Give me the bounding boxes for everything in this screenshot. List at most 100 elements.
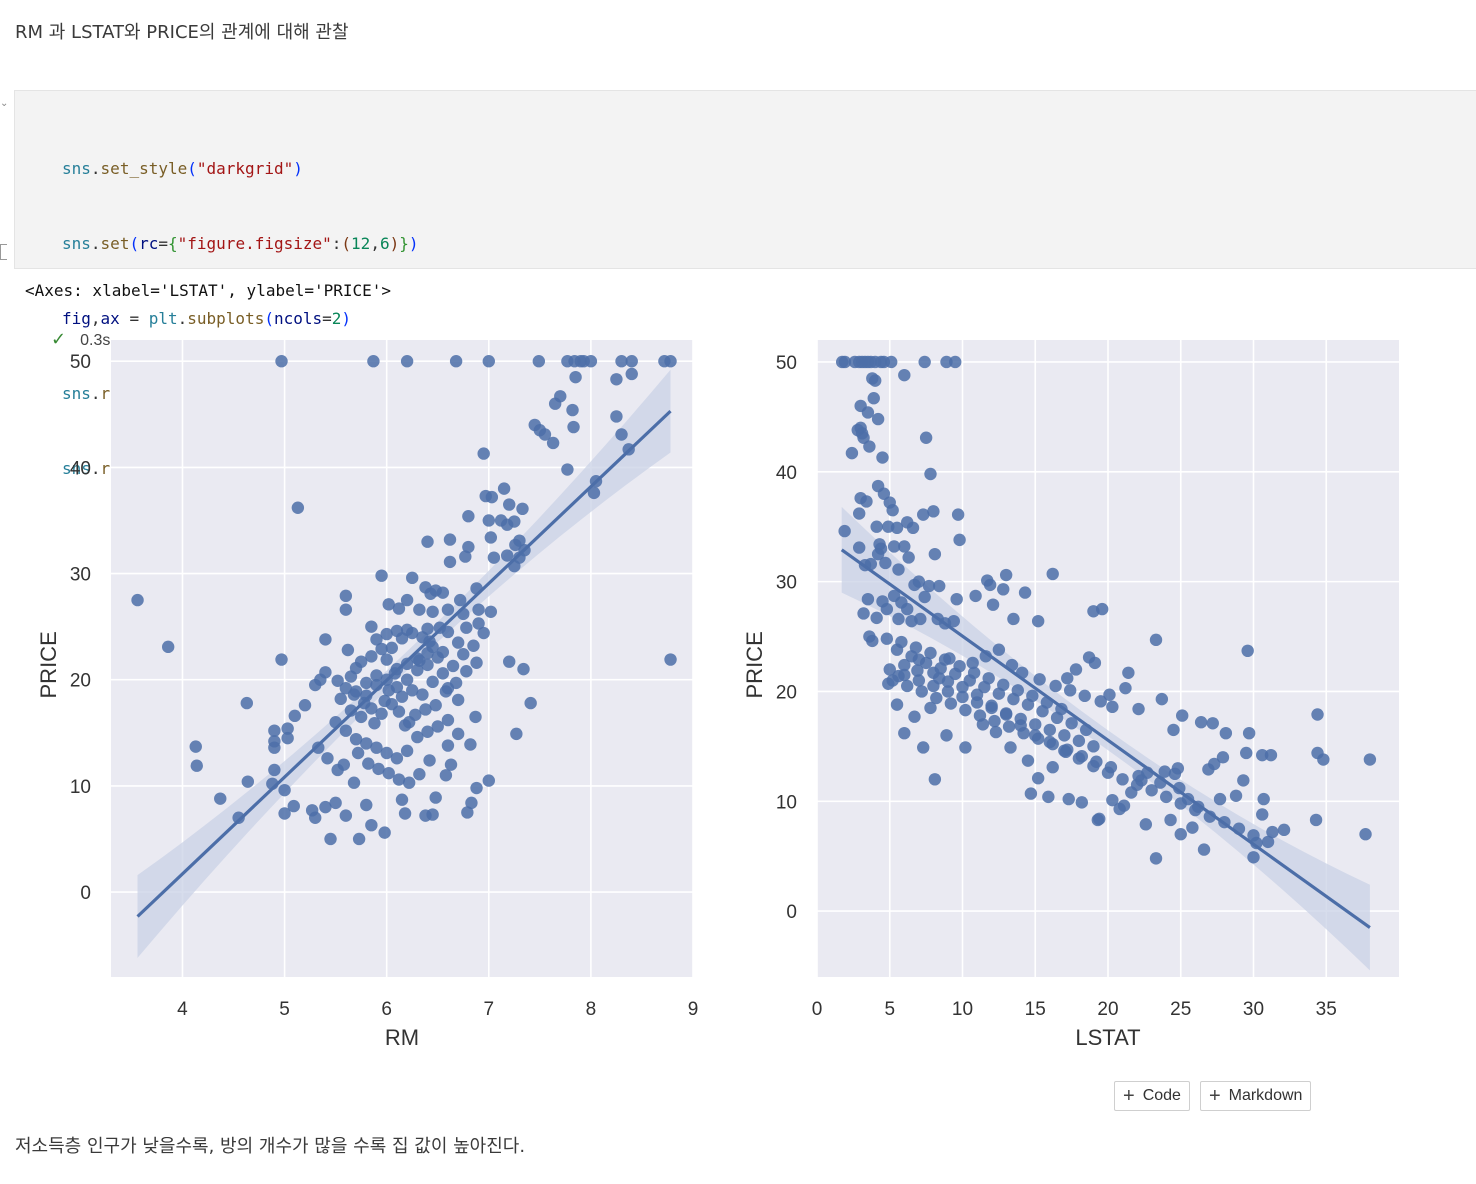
scatter-point — [1033, 673, 1046, 686]
scatter-point — [472, 617, 485, 630]
scatter-point — [500, 549, 514, 562]
scatter-point — [341, 643, 355, 657]
scatter-point — [402, 776, 416, 789]
scatter-point — [532, 355, 546, 368]
scatter-point — [1167, 723, 1180, 737]
x-tick-label: 15 — [1025, 999, 1046, 1020]
scatter-point — [860, 495, 873, 508]
y-tick-label: 10 — [776, 792, 797, 813]
scatter-point — [400, 744, 414, 758]
scatter-point — [1058, 729, 1071, 742]
scatter-point — [309, 811, 322, 824]
scatter-point — [392, 705, 406, 718]
scatter-point — [870, 611, 883, 625]
scatter-point — [1202, 763, 1215, 776]
scatter-point — [1087, 740, 1100, 753]
scatter-point — [1277, 823, 1291, 837]
scatter-point — [485, 490, 499, 504]
scatter-point — [470, 656, 483, 669]
scatter-point — [482, 355, 495, 368]
scatter-point — [382, 684, 395, 697]
scatter-point — [877, 487, 891, 500]
scatter-point — [919, 431, 933, 444]
scatter-point — [999, 568, 1013, 582]
scatter-point — [1088, 656, 1102, 670]
add-cell-toolbar: + Code + Markdown — [1114, 1081, 1312, 1111]
scatter-point — [901, 679, 914, 693]
scatter-point — [838, 355, 852, 369]
scatter-point — [966, 656, 979, 670]
scatter-point — [161, 640, 175, 654]
scatter-point — [985, 699, 998, 712]
checkmark-icon: ✓ — [51, 329, 67, 349]
scatter-point — [421, 725, 434, 738]
scatter-point — [275, 653, 288, 666]
scatter-point — [444, 758, 458, 771]
x-tick-label: 8 — [586, 999, 597, 1020]
scatter-point — [1241, 644, 1254, 658]
scatter-point — [477, 447, 490, 460]
scatter-point — [569, 370, 582, 384]
add-code-cell-button[interactable]: + Code — [1114, 1081, 1190, 1111]
scatter-point — [131, 593, 144, 607]
scatter-point — [1194, 716, 1208, 729]
regression-line — [136, 409, 672, 918]
scatter-point — [462, 540, 475, 554]
scatter-point — [370, 669, 383, 682]
scatter-point — [421, 622, 434, 635]
scatter-point — [360, 676, 373, 690]
scatter-point — [1094, 695, 1107, 708]
scatter-point — [1101, 766, 1115, 779]
scatter-point — [1106, 793, 1119, 807]
scatter-point — [426, 675, 439, 689]
x-tick-label: 5 — [279, 999, 290, 1020]
scatter-point — [930, 691, 943, 705]
scatter-point — [375, 707, 388, 720]
add-markdown-cell-button[interactable]: + Markdown — [1199, 1081, 1312, 1111]
scatter-point — [924, 646, 937, 660]
x-tick-label: 0 — [812, 999, 823, 1020]
scatter-point — [610, 410, 623, 423]
code-line-2: sns.set(rc={"figure.figsize":(12,6)}) — [62, 234, 419, 253]
scatter-point — [287, 799, 300, 813]
scatter-point — [892, 612, 905, 626]
scatter-point — [339, 603, 353, 616]
scatter-point — [1186, 821, 1199, 834]
scatter-point — [421, 535, 434, 548]
scatter-point — [976, 718, 990, 731]
scatter-point — [319, 666, 332, 679]
scatter-point — [992, 643, 1006, 656]
scatter-point — [1240, 746, 1253, 760]
scatter-point — [482, 514, 495, 527]
scatter-point — [1046, 761, 1059, 774]
scatter-point — [924, 701, 937, 715]
scatter-point — [997, 678, 1010, 692]
scatter-point — [347, 688, 361, 701]
plus-icon: + — [1123, 1085, 1135, 1107]
scatter-point — [845, 446, 859, 460]
scatter-point — [1149, 633, 1163, 647]
scatter-point — [454, 593, 467, 607]
scatter-point — [1049, 679, 1062, 693]
scatter-point — [347, 776, 361, 789]
scatter-point — [472, 603, 485, 616]
scatter-point — [380, 653, 393, 666]
scatter-point — [370, 633, 383, 646]
scatter-point — [457, 648, 470, 661]
scatter-point — [510, 727, 523, 741]
scatter-point — [339, 589, 353, 603]
y-tick-label: 50 — [70, 352, 91, 373]
scatter-point — [861, 406, 875, 419]
scatter-point — [375, 642, 388, 656]
regression-line — [840, 548, 1371, 929]
code-cell[interactable]: sns.set_style("darkgrid") sns.set(rc={"f… — [14, 90, 1476, 478]
scatter-point — [1266, 825, 1279, 839]
scatter-point — [451, 693, 465, 707]
scatter-point — [278, 783, 291, 797]
cell-collapse-chevron-icon[interactable]: ⌄ — [0, 98, 9, 109]
scatter-point — [917, 508, 930, 521]
scatter-point — [470, 781, 483, 795]
scatter-point — [898, 540, 911, 553]
scatter-point — [901, 602, 914, 616]
scatter-point — [524, 696, 537, 710]
